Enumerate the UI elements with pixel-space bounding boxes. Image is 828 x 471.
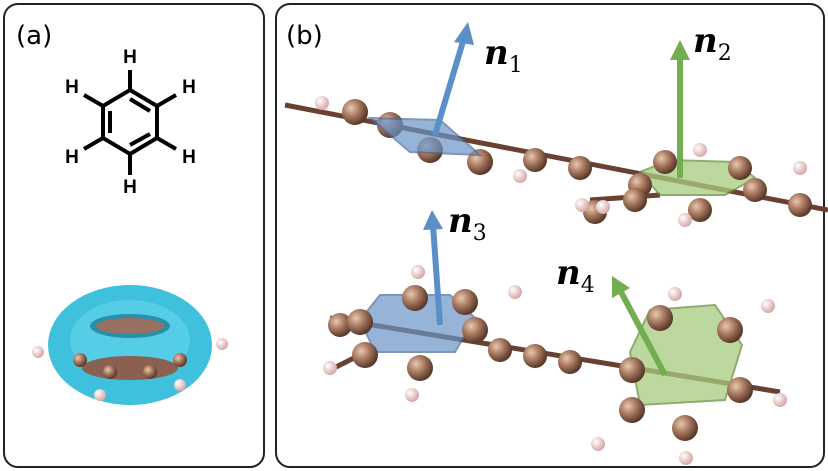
- carbon: [173, 353, 187, 367]
- carbon: [352, 342, 378, 368]
- hydrogen: [508, 285, 522, 299]
- benzene-structure: [84, 70, 176, 175]
- hydrogen: [513, 169, 527, 183]
- carbon: [619, 397, 645, 423]
- hydrogen: [668, 287, 682, 301]
- vector-label: n3: [448, 201, 487, 246]
- carbon: [73, 353, 87, 367]
- carbon: [488, 338, 512, 362]
- vector-subscript: 1: [509, 53, 523, 78]
- atom-label: H: [123, 177, 137, 198]
- carbon: [647, 305, 673, 331]
- carbon: [672, 415, 698, 441]
- vector-symbol: n: [556, 253, 581, 293]
- vector-subscript: 2: [718, 41, 732, 66]
- hydrogen: [32, 346, 44, 358]
- figure: (a) (b) HHHHHH n1n2n3n4: [0, 0, 828, 471]
- atom-label: H: [123, 47, 137, 68]
- atom-label: H: [65, 77, 79, 98]
- vector-symbol: n: [448, 201, 473, 241]
- hydrogen: [761, 299, 775, 313]
- carbon: [462, 317, 488, 343]
- atom-label: H: [182, 77, 196, 98]
- carbon: [568, 156, 592, 180]
- panel-label: (b): [286, 21, 323, 51]
- vector-subscript: 4: [581, 273, 595, 298]
- hydrogen: [411, 265, 425, 279]
- panel-label: (a): [16, 21, 52, 51]
- isosurface: [48, 285, 212, 405]
- carbon: [743, 178, 767, 202]
- carbon: [558, 350, 582, 374]
- atom-label: H: [182, 147, 196, 168]
- hydrogen: [679, 451, 693, 465]
- hydrogen: [596, 200, 610, 214]
- carbon: [523, 148, 547, 172]
- vector-label: n1: [484, 33, 523, 78]
- hydrogen: [575, 198, 589, 212]
- carbon: [342, 99, 368, 125]
- hydrogen: [591, 437, 605, 451]
- vector-symbol: n: [693, 21, 718, 61]
- carbon: [407, 355, 433, 381]
- carbon: [728, 156, 752, 180]
- atom-label: H: [65, 147, 79, 168]
- carbon: [143, 365, 157, 379]
- carbon: [103, 365, 117, 379]
- carbon: [402, 285, 428, 311]
- hydrogen: [678, 213, 692, 227]
- carbon: [623, 188, 647, 212]
- hydrogen: [773, 393, 787, 407]
- vector-label: n4: [556, 253, 595, 298]
- carbon: [452, 289, 478, 315]
- vector-symbol: n: [484, 33, 509, 73]
- hydrogen: [323, 361, 337, 375]
- hydrogen: [174, 379, 186, 391]
- carbon: [727, 377, 753, 403]
- vector-label: n2: [693, 21, 732, 66]
- carbon: [347, 309, 373, 335]
- carbon: [717, 317, 743, 343]
- carbon: [653, 150, 677, 174]
- carbon: [523, 344, 547, 368]
- hydrogen: [94, 389, 106, 401]
- hydrogen: [216, 338, 228, 350]
- hydrogen: [693, 143, 707, 157]
- hydrogen: [405, 388, 419, 402]
- carbon: [788, 193, 812, 217]
- hydrogen: [793, 161, 807, 175]
- hydrogen: [315, 96, 329, 110]
- carbon: [619, 357, 645, 383]
- vector-subscript: 3: [473, 221, 487, 246]
